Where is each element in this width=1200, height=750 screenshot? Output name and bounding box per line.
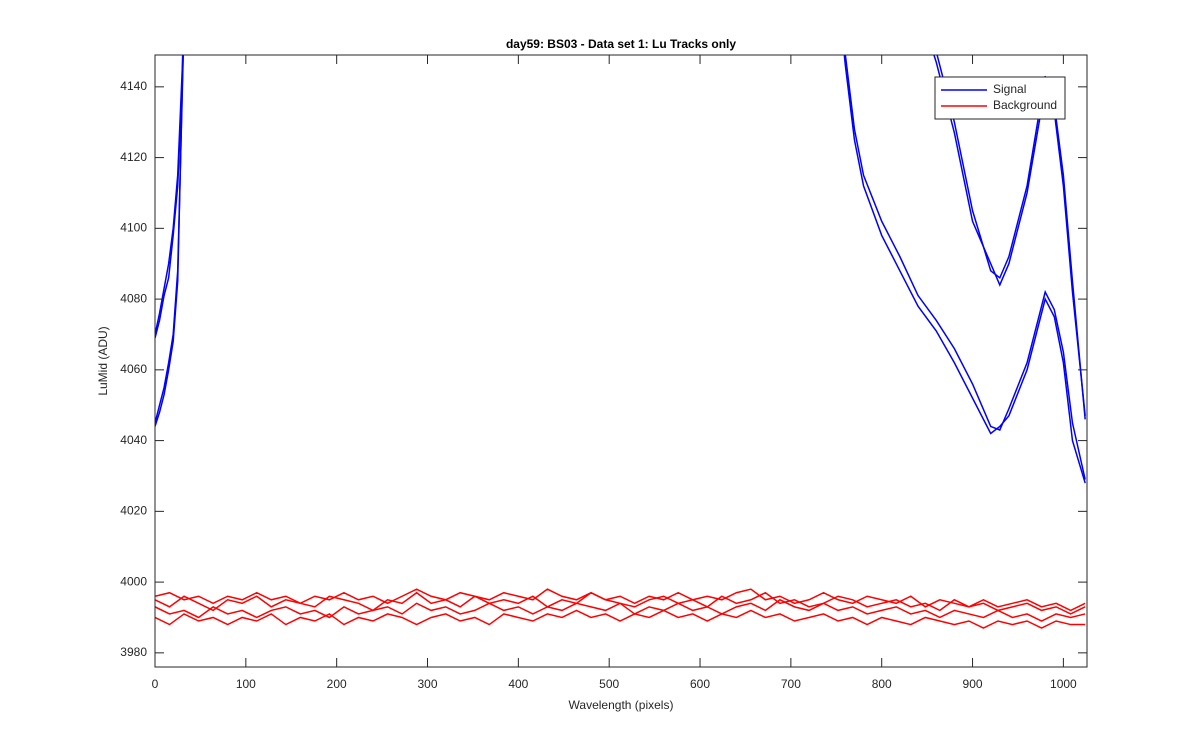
y-tick-label: 4040: [120, 433, 147, 447]
x-tick-label: 700: [781, 677, 801, 691]
series-line: [155, 55, 1086, 416]
x-tick-label: 500: [599, 677, 619, 691]
x-tick-label: 0: [152, 677, 159, 691]
legend-label: Signal: [993, 82, 1026, 96]
y-axis-label: LuMid (ADU): [96, 326, 110, 395]
chart-title: day59: BS03 - Data set 1: Lu Tracks only: [506, 37, 736, 51]
x-tick-label: 900: [963, 677, 983, 691]
x-tick-label: 300: [417, 677, 437, 691]
legend-label: Background: [993, 98, 1057, 112]
x-tick-label: 100: [236, 677, 256, 691]
x-tick-label: 800: [872, 677, 892, 691]
x-tick-label: 600: [690, 677, 710, 691]
y-tick-label: 4020: [120, 504, 147, 518]
series-line: [155, 609, 1086, 629]
plot-area: [155, 55, 1087, 667]
x-axis-label: Wavelength (pixels): [569, 698, 674, 712]
series-line: [155, 588, 1086, 612]
x-tick-label: 400: [508, 677, 528, 691]
x-tick-label: 1000: [1050, 677, 1077, 691]
y-tick-label: 4120: [120, 150, 147, 164]
axes-box: [154, 54, 1088, 668]
y-tick-label: 4100: [120, 221, 147, 235]
plot-lines: [155, 55, 1086, 629]
series-line: [155, 55, 1086, 484]
y-tick-label: 3980: [120, 645, 147, 659]
y-tick-label: 4140: [120, 79, 147, 93]
y-tick-label: 4000: [120, 574, 147, 588]
x-tick-label: 200: [327, 677, 347, 691]
y-tick-label: 4080: [120, 291, 147, 305]
legend-box: [934, 76, 1066, 120]
series-line: [155, 598, 1086, 622]
y-tick-label: 4060: [120, 362, 147, 376]
